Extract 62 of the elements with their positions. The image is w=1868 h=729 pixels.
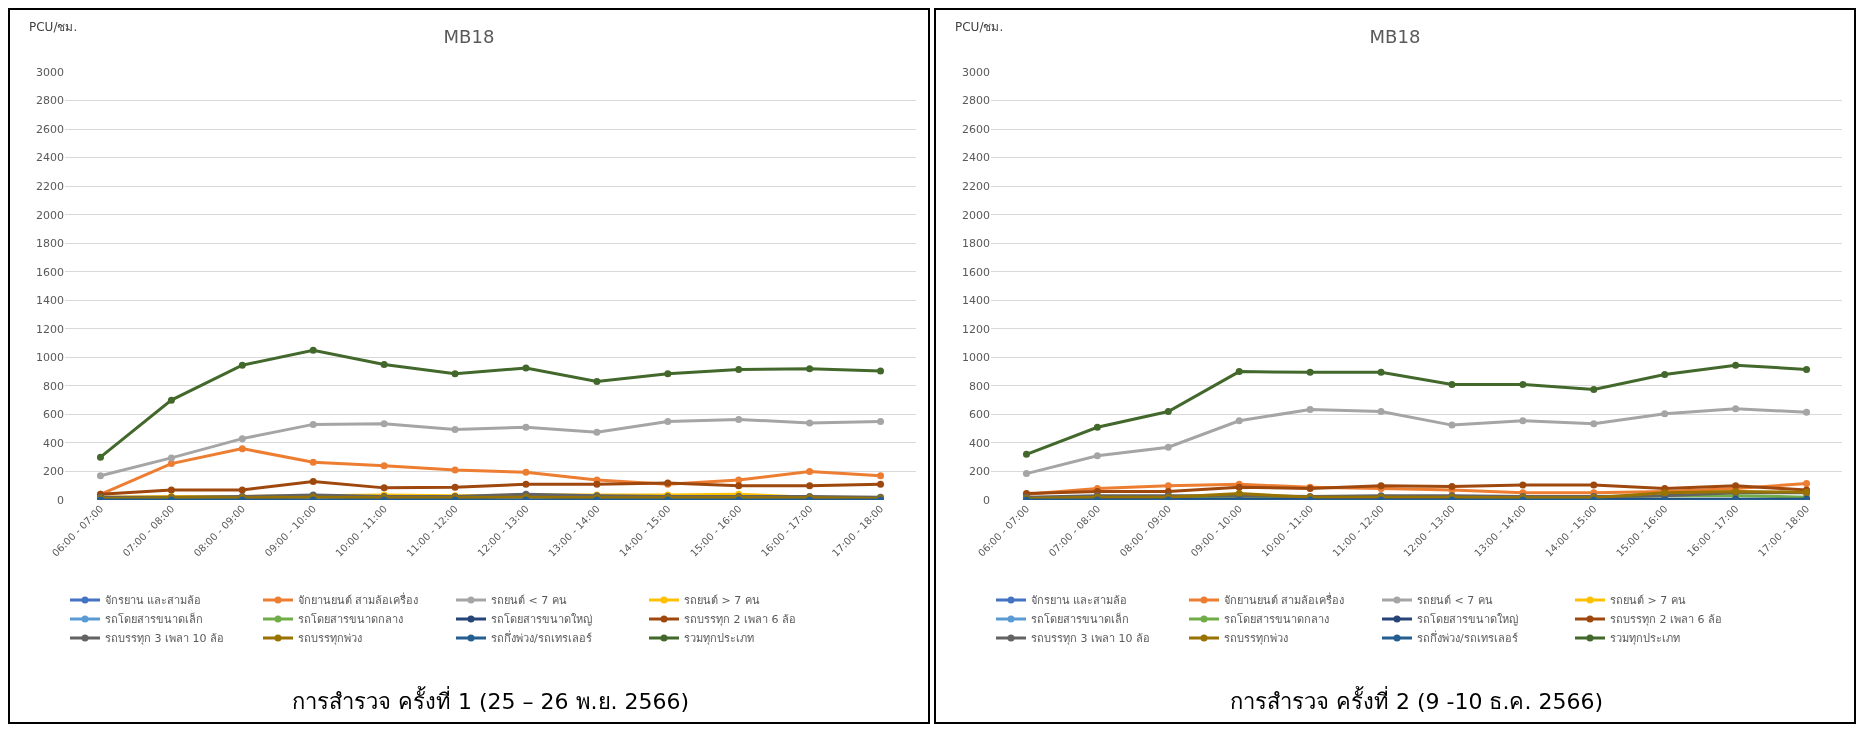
y-tick-label: 1400 bbox=[962, 294, 990, 308]
y-tick-label: 0 bbox=[983, 493, 990, 507]
y-tick-label: 2400 bbox=[962, 151, 990, 165]
legend-label: รถบรรทุก 2 เพลา 6 ล้อ bbox=[684, 613, 796, 627]
y-tick-label: 1800 bbox=[36, 237, 64, 251]
y-tick-label: 1200 bbox=[36, 322, 64, 336]
legend-label: จักรยาน และสามล้อ bbox=[105, 594, 202, 608]
legend-label: รถบรรทุกพ่วง bbox=[298, 632, 362, 646]
y-tick-label: 1600 bbox=[962, 265, 990, 279]
y-tick-label: 1000 bbox=[36, 351, 64, 365]
y-tick-label: 2600 bbox=[962, 122, 990, 136]
legend-label: รถยนต์ > 7 คน bbox=[684, 594, 760, 608]
legend-label: รวมทุกประเภท bbox=[1610, 632, 1680, 646]
text: การสำรวจ ครั้งที่ 2 (9 -10 ธ.ค. 2566) bbox=[1230, 686, 1604, 714]
y-tick-label: 800 bbox=[43, 379, 64, 393]
legend-label: รถโดยสารขนาดกลาง bbox=[298, 612, 403, 627]
y-tick-label: 1200 bbox=[962, 322, 990, 336]
y-tick-label: 2800 bbox=[36, 94, 64, 108]
y-tick-label: 2000 bbox=[962, 208, 990, 222]
text: การสำรวจ ครั้งที่ 1 (25 – 26 พ.ย. 2566) bbox=[292, 686, 690, 714]
legend-label: รถบรรทุก 3 เพลา 10 ล้อ bbox=[105, 632, 224, 646]
y-tick-label: 600 bbox=[969, 408, 990, 422]
y-axis-title: PCU/ชม. bbox=[955, 20, 1004, 34]
chart-title: MB18 bbox=[1369, 25, 1421, 47]
legend-label: รถยนต์ < 7 คน bbox=[491, 594, 567, 608]
legend-label: รถโดยสารขนาดเล็ก bbox=[105, 612, 203, 627]
y-tick-label: 3000 bbox=[36, 65, 64, 79]
legend-label: รถโดยสารขนาดกลาง bbox=[1224, 612, 1329, 627]
y-tick-label: 2800 bbox=[962, 94, 990, 108]
y-tick-label: 2600 bbox=[36, 122, 64, 136]
legend-label: จักรยาน และสามล้อ bbox=[1031, 594, 1128, 608]
y-tick-label: 400 bbox=[43, 436, 64, 450]
y-tick-label: 2400 bbox=[36, 151, 64, 165]
legend-label: รถยนต์ < 7 คน bbox=[1417, 594, 1493, 608]
y-axis-title: PCU/ชม. bbox=[29, 20, 78, 34]
legend-label: รวมทุกประเภท bbox=[684, 632, 754, 646]
legend-label: รถบรรทุกพ่วง bbox=[1224, 632, 1288, 646]
y-tick-label: 200 bbox=[43, 465, 64, 479]
y-tick-label: 2200 bbox=[962, 179, 990, 193]
legend-label: รถกึ่งพ่วง/รถเทรเลอร์ bbox=[491, 630, 592, 646]
legend-label: รถยนต์ > 7 คน bbox=[1610, 594, 1686, 608]
legend-label: รถโดยสารขนาดใหญ่ bbox=[1417, 612, 1518, 627]
y-tick-label: 1800 bbox=[962, 237, 990, 251]
legend-label: รถบรรทุก 3 เพลา 10 ล้อ bbox=[1031, 632, 1150, 646]
y-tick-label: 600 bbox=[43, 408, 64, 422]
y-tick-label: 1400 bbox=[36, 294, 64, 308]
y-tick-label: 200 bbox=[969, 465, 990, 479]
y-tick-label: 1000 bbox=[962, 351, 990, 365]
y-tick-label: 400 bbox=[969, 436, 990, 450]
legend-label: จักยานยนต์ สามล้อเครื่อง bbox=[1224, 592, 1345, 608]
y-tick-label: 1600 bbox=[36, 265, 64, 279]
chart-title: MB18 bbox=[443, 25, 495, 47]
legend-label: รถโดยสารขนาดใหญ่ bbox=[491, 612, 592, 627]
y-tick-label: 0 bbox=[57, 493, 64, 507]
legend-label: จักยานยนต์ สามล้อเครื่อง bbox=[298, 592, 419, 608]
legend-label: รถกึ่งพ่วง/รถเทรเลอร์ bbox=[1417, 630, 1518, 646]
y-tick-label: 2200 bbox=[36, 179, 64, 193]
y-tick-label: 2000 bbox=[36, 208, 64, 222]
y-tick-label: 800 bbox=[969, 379, 990, 393]
y-tick-label: 3000 bbox=[962, 65, 990, 79]
legend-label: รถบรรทุก 2 เพลา 6 ล้อ bbox=[1610, 613, 1722, 627]
legend-label: รถโดยสารขนาดเล็ก bbox=[1031, 612, 1129, 627]
